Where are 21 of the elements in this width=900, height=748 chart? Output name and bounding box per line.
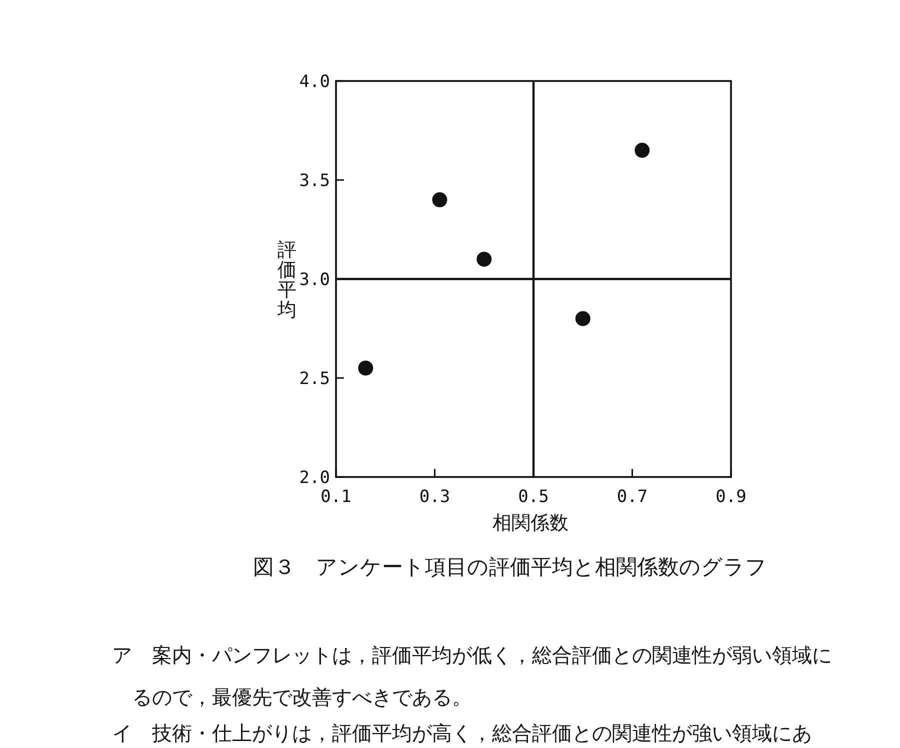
y-tick-label: 2.5 — [299, 369, 330, 389]
point — [634, 142, 650, 158]
text: るので，最優先で改善すべきである。 — [132, 685, 472, 709]
y-tick-label: 4.0 — [299, 72, 330, 92]
y-tick-label: 3.0 — [299, 270, 330, 290]
x-tick-label: 0.5 — [518, 487, 549, 507]
text: イ 技術・仕上がりは，評価平均が高く，総合評価との関連性が強い領域にあ — [112, 721, 812, 745]
y-tick-label: 3.5 — [299, 171, 330, 191]
x-tick-label: 0.1 — [320, 487, 352, 507]
y-tick-label: 2.0 — [299, 468, 330, 488]
point — [575, 311, 590, 326]
x-tick-label: 0.9 — [716, 487, 746, 507]
y-axis-title: 評価平均 — [276, 239, 296, 321]
point — [432, 192, 448, 208]
x-tick-label: 0.7 — [616, 487, 648, 507]
x-tick-label: 0.3 — [419, 487, 450, 507]
text: ア 案内・パンフレットは，評価平均が低く，総合評価との関連性が弱い領域に — [112, 643, 832, 667]
point — [358, 360, 374, 376]
point — [476, 252, 492, 267]
text: 図３ アンケート項目の評価平均と相関係数のグラフ — [253, 555, 767, 579]
x-axis-title: 相関係数 — [492, 512, 568, 534]
